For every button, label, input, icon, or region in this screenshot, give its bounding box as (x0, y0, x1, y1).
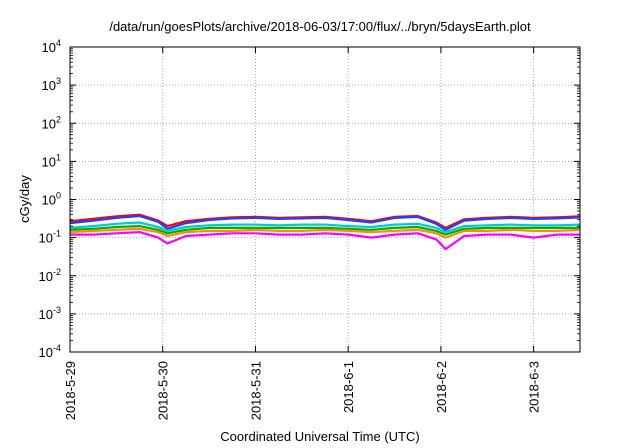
series-line-blue (69, 214, 581, 231)
y-tick-label: 10-4 (39, 343, 61, 360)
series-line-red (69, 213, 581, 229)
x-tick-label: 2018-5-31 (248, 361, 263, 420)
x-tick-label: 2018-6-2 (434, 361, 449, 413)
series-line-green (69, 225, 580, 236)
y-tick-label: 103 (42, 76, 61, 93)
x-tick-label: 2018-6-1 (341, 361, 356, 413)
y-tick-label: 100 (42, 191, 61, 208)
chart-title: /data/run/goesPlots/archive/2018-06-03/1… (109, 19, 531, 34)
y-tick-label: 104 (42, 38, 61, 55)
y-tick-label: 101 (42, 152, 61, 169)
y-tick-label: 10-3 (39, 305, 61, 322)
x-axis: 2018-5-29 2018-5-30 2018-5-31 2018-6-1 2018-… (63, 47, 542, 420)
x-tick-label: 2018-5-30 (156, 361, 171, 420)
series-line-magenta (70, 231, 580, 251)
x-tick-label: 2018-5-29 (63, 361, 78, 420)
x-axis-label: Coordinated Universal Time (UTC) (220, 429, 420, 444)
series-line-orange (69, 227, 581, 239)
y-tick-label: 10-2 (39, 267, 61, 284)
y-tick-label: 102 (42, 114, 61, 131)
grid (70, 47, 580, 352)
x-tick-label: 2018-6-3 (527, 361, 542, 413)
series-line-cyan (69, 221, 581, 234)
y-axis: 10-4 10-3 10-2 10-1 100 101 102 103 104 (39, 38, 580, 360)
series-layer (69, 213, 581, 251)
y-axis-label: cGy/day (17, 175, 32, 223)
y-tick-label: 10-1 (39, 229, 61, 246)
